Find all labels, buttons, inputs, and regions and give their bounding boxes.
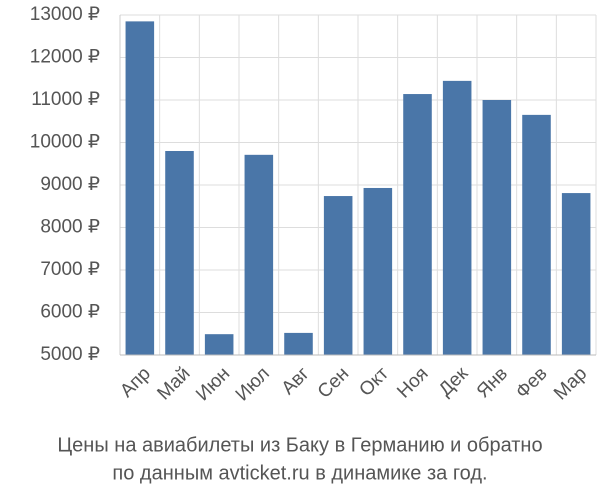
- x-tick-label: Окт: [355, 363, 393, 401]
- chart-subtitle: по данным avticket.ru в динамике за год.: [112, 462, 487, 484]
- bar: [561, 193, 591, 355]
- x-tick-label: Янв: [473, 363, 512, 402]
- bar: [165, 151, 194, 355]
- bar: [482, 100, 512, 355]
- bar: [522, 114, 551, 355]
- bar: [284, 332, 313, 355]
- bar: [403, 94, 432, 356]
- x-tick-label: Июн: [192, 363, 234, 405]
- x-tick-label: Сен: [314, 363, 353, 402]
- x-tick-label: Авг: [278, 363, 314, 399]
- x-tick-label: Мар: [550, 363, 591, 404]
- bar: [323, 196, 353, 355]
- x-tick-label: Дек: [435, 363, 473, 401]
- x-tick-label: Май: [153, 363, 194, 404]
- y-tick-label: 12000 ₽: [30, 47, 100, 68]
- chart-title: Цены на авиабилеты из Баку в Германию и …: [57, 434, 542, 456]
- x-tick-label: Фев: [512, 363, 552, 403]
- y-tick-label: 8000 ₽: [40, 217, 100, 238]
- bar: [244, 154, 274, 355]
- y-tick-label: 7000 ₽: [40, 259, 100, 280]
- bar: [442, 80, 472, 355]
- x-tick-label: Ноя: [393, 363, 432, 402]
- y-tick-label: 5000 ₽: [40, 344, 100, 365]
- y-tick-label: 6000 ₽: [40, 302, 100, 323]
- bar: [204, 334, 234, 355]
- y-tick-label: 13000 ₽: [30, 4, 100, 25]
- x-tick-label: Апр: [116, 363, 155, 402]
- y-tick-label: 11000 ₽: [31, 89, 100, 110]
- bar: [363, 187, 393, 355]
- bar: [125, 21, 155, 355]
- x-tick-label: Июл: [232, 363, 274, 405]
- y-tick-label: 9000 ₽: [40, 174, 100, 195]
- y-tick-label: 10000 ₽: [30, 132, 100, 153]
